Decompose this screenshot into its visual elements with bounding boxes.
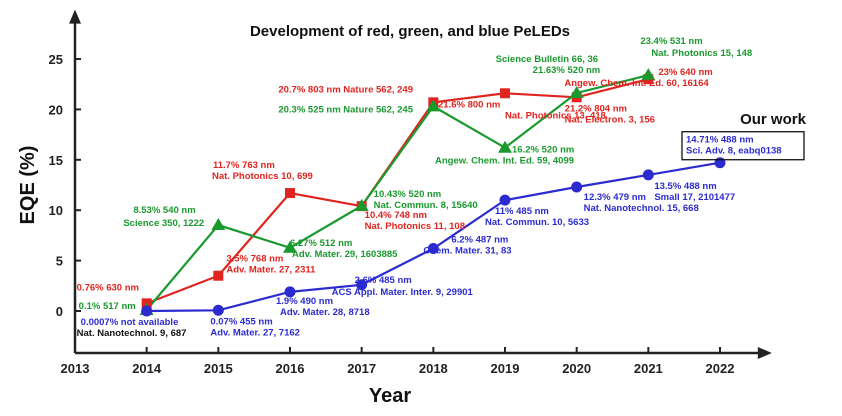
data-label: Science Bulletin 66, 36: [496, 54, 598, 65]
series-line-triangle: [145, 74, 649, 311]
x-tick-label: 2013: [61, 361, 90, 376]
x-tick-label: 2014: [132, 361, 162, 376]
data-label: Adv. Mater. 28, 8718: [280, 307, 370, 318]
data-label: 20.3% 525 nm Nature 562, 245: [278, 104, 413, 115]
data-label: Nat. Photonics 11, 108: [365, 221, 465, 232]
data-label: 6.2% 487 nm: [451, 235, 508, 246]
axes: 2013 2014 2015 2016 2017 2018 2019 2020 2021 2022…: [49, 9, 772, 376]
circle-marker: [356, 279, 368, 291]
x-tick-label: 2022: [706, 361, 735, 376]
data-label: 21.6% 800 nm: [438, 99, 500, 110]
data-label: 10.4% 748 nm: [365, 210, 427, 221]
x-tick-label: 2015: [204, 361, 233, 376]
data-label: Adv. Mater. 29, 1603885: [292, 249, 398, 260]
data-label: 12.3% 479 nm: [584, 192, 646, 203]
data-label: 23% 640 nm: [658, 67, 712, 78]
x-tick-label: 2016: [276, 361, 305, 376]
data-label: 8.53% 540 nm: [133, 205, 195, 216]
data-label: 21.2% 804 nm: [565, 103, 627, 114]
data-label: 11.7% 763 nm: [213, 160, 275, 171]
x-tick-label: 2018: [419, 361, 448, 376]
data-label: 3.5% 768 nm: [226, 254, 283, 265]
data-label: Nat. Photonics 15, 148: [651, 48, 752, 59]
triangle-marker: [211, 218, 226, 231]
data-label: 2.6% 485 nm: [355, 275, 412, 286]
y-tick-label: 15: [49, 153, 63, 168]
x-axis-arrow: [757, 347, 772, 359]
y-tick-label: 0: [56, 304, 63, 319]
square-marker: [285, 188, 295, 199]
data-label: 23.4% 531 nm: [640, 36, 702, 47]
data-label: 11% 485 nm: [495, 206, 549, 217]
y-tick-label: 25: [49, 52, 63, 67]
triangle-marker: [283, 240, 297, 253]
data-label: 20.7% 803 nm Nature 562, 249: [278, 84, 413, 95]
data-label: 0.07% 455 nm: [210, 316, 272, 327]
data-label: 16.2% 520 nm: [512, 145, 574, 156]
data-label: Nat. Nanotechnol. 15, 668: [584, 203, 699, 214]
data-label: Angew. Chem. Int. Ed. 59, 4099: [435, 156, 574, 167]
data-label: Nat. Photonics 10, 699: [212, 171, 313, 182]
circle-marker: [141, 305, 153, 317]
circle-marker: [427, 243, 439, 255]
data-label: Adv. Mater. 27, 7162: [210, 327, 300, 338]
data-label: 1.9% 490 nm: [276, 296, 333, 307]
data-label: ACS Appl. Mater. Inter. 9, 29901: [332, 287, 474, 298]
x-axis-title: Year: [369, 385, 411, 407]
chart-title: Development of red, green, and blue PeLE…: [250, 23, 570, 40]
data-label: Nat. Photonics 13, 418: [505, 110, 606, 121]
triangle-marker: [426, 99, 441, 112]
data-label: Angew. Chem. Int. Ed. 60, 16164: [564, 78, 709, 89]
data-label: Science 350, 1222: [123, 218, 204, 229]
data-label: 0.76% 630 nm: [77, 282, 139, 293]
x-tick-label: 2019: [491, 361, 520, 376]
data-label: Chem. Mater. 31, 83: [423, 246, 511, 257]
y-tick-label: 10: [49, 203, 63, 218]
data-label: Sci. Adv. 8, eabq0138: [686, 146, 782, 157]
circle-marker: [284, 286, 296, 298]
data-label: 21.63% 520 nm: [533, 65, 601, 76]
data-label: Adv. Mater. 27, 2311: [226, 265, 316, 276]
data-label: Small 17, 2101477: [654, 192, 735, 203]
y-tick-label: 5: [56, 254, 63, 269]
y-tick-label: 20: [49, 102, 63, 117]
data-label: 0.1% 517 nm: [79, 301, 136, 312]
y-axis-arrow: [69, 9, 81, 24]
data-label: 6.27% 512 nm: [290, 238, 352, 249]
x-tick-label: 2020: [562, 361, 591, 376]
data-label: Nat. Commun. 8, 15640: [374, 200, 478, 211]
square-marker: [500, 88, 510, 99]
triangle-marker: [354, 198, 369, 211]
circle-marker: [212, 304, 224, 316]
triangle-marker: [569, 85, 584, 98]
data-label: 10.43% 520 nm: [374, 189, 442, 200]
y-axis-title: EQE (%): [17, 146, 39, 225]
circle-marker: [499, 194, 511, 206]
x-tick-label: 2017: [347, 361, 376, 376]
series-markers: [139, 68, 726, 317]
data-label: Nat. Electron. 3, 156: [565, 114, 655, 125]
data-label: 0.0007% not available: [81, 317, 179, 328]
circle-marker: [642, 169, 654, 181]
data-label: Nat. Nanotechnol. 9, 687: [77, 328, 187, 339]
callout-box: [681, 131, 805, 161]
square-marker: [213, 270, 224, 281]
callout-label: Our work: [740, 111, 807, 128]
triangle-marker: [641, 68, 656, 81]
x-tick-label: 2021: [634, 361, 663, 376]
circle-marker: [571, 181, 583, 193]
circle-marker: [714, 157, 726, 169]
data-label: Nat. Commun. 10, 5633: [485, 217, 589, 228]
data-label: 13.5% 488 nm: [654, 181, 716, 192]
data-label: 14.71% 488 nm: [686, 135, 754, 146]
triangle-marker: [498, 140, 512, 153]
